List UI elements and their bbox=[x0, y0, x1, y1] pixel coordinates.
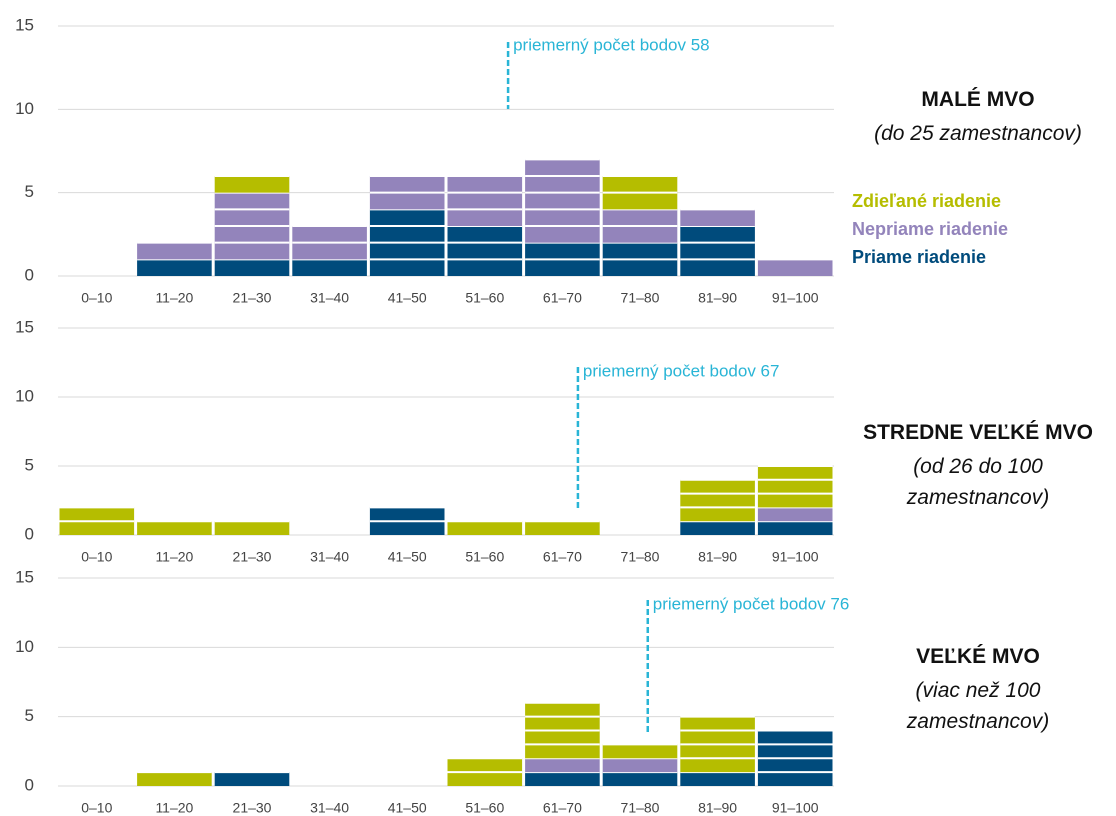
x-tick-label: 31–40 bbox=[310, 800, 349, 816]
bar-segment bbox=[602, 758, 678, 773]
bar-segment bbox=[137, 772, 212, 786]
legend-entry: Nepriame riadenie bbox=[852, 219, 1008, 239]
bar-segment bbox=[447, 176, 523, 226]
side-label: VEĽKÉ MVO (viac než 100 zamestnancov) bbox=[840, 645, 1116, 737]
bar-segment bbox=[525, 772, 600, 786]
chart-subtitle: (od 26 do 100 zamestnancov) bbox=[906, 455, 1050, 509]
chart-subtitle: (viac než 100 zamestnancov) bbox=[906, 679, 1050, 733]
y-tick-label: 10 bbox=[15, 99, 34, 118]
bar-segment bbox=[447, 521, 523, 535]
bar-segment bbox=[292, 259, 367, 276]
x-tick-label: 61–70 bbox=[543, 800, 582, 816]
y-tick-label: 0 bbox=[25, 775, 34, 794]
x-tick-label: 91–100 bbox=[772, 549, 819, 565]
bar-segment bbox=[137, 259, 212, 276]
x-tick-label: 71–80 bbox=[621, 549, 660, 565]
bar-segment bbox=[757, 259, 833, 276]
x-tick-label: 51–60 bbox=[465, 800, 504, 816]
y-tick-label: 5 bbox=[25, 182, 34, 201]
x-tick-label: 21–30 bbox=[233, 290, 272, 306]
chart-title: MALÉ MVO bbox=[921, 88, 1035, 111]
chart: 0 5 10 15 0–10 11–20 21–30 31–40 41–50 51–60 61–70… bbox=[15, 567, 849, 815]
bar-segment bbox=[757, 507, 833, 522]
x-tick-label: 51–60 bbox=[465, 549, 504, 565]
y-tick-label: 10 bbox=[15, 386, 34, 405]
chart-title: VEĽKÉ MVO bbox=[916, 645, 1040, 668]
chart: 0 5 10 15 0–10 11–20 21–30 31–40 41–50 51–60 61–70… bbox=[15, 317, 834, 565]
y-tick-label: 15 bbox=[15, 317, 34, 336]
x-tick-label: 0–10 bbox=[81, 290, 112, 306]
x-tick-label: 81–90 bbox=[698, 800, 737, 816]
x-tick-label: 0–10 bbox=[81, 549, 112, 565]
bar-segment bbox=[602, 744, 678, 759]
x-tick-label: 91–100 bbox=[772, 800, 819, 816]
bar-segment bbox=[525, 159, 600, 243]
mean-label: priemerný počet bodov 67 bbox=[583, 361, 780, 380]
mean-label: priemerný počet bodov 76 bbox=[653, 594, 850, 613]
bar-segment bbox=[447, 226, 523, 276]
x-tick-label: 31–40 bbox=[310, 549, 349, 565]
x-tick-label: 61–70 bbox=[543, 290, 582, 306]
bar-segment bbox=[525, 521, 600, 535]
bar-segment bbox=[680, 772, 755, 786]
y-tick-label: 5 bbox=[25, 455, 34, 474]
mean-label: priemerný počet bodov 58 bbox=[513, 35, 710, 54]
bar-segment bbox=[602, 772, 678, 786]
x-tick-label: 11–20 bbox=[155, 549, 193, 565]
y-tick-label: 0 bbox=[25, 524, 34, 543]
bar-segment bbox=[680, 209, 755, 226]
bar-segment bbox=[680, 521, 755, 535]
chart: 0 5 10 15 0–10 11–20 21–30 31–40 41–50 51–60 61–70… bbox=[15, 15, 1008, 305]
bar-segment bbox=[680, 226, 755, 276]
side-label: MALÉ MVO (do 25 zamestnancov) bbox=[840, 88, 1116, 149]
x-tick-label: 81–90 bbox=[698, 549, 737, 565]
bar-segment bbox=[137, 242, 212, 260]
x-tick-label: 41–50 bbox=[388, 800, 427, 816]
x-tick-label: 11–20 bbox=[155, 800, 193, 816]
y-tick-label: 15 bbox=[15, 15, 34, 34]
x-tick-label: 71–80 bbox=[621, 800, 660, 816]
bar-segment bbox=[214, 521, 290, 535]
bar-segment bbox=[680, 479, 755, 522]
legend-entry: Zdieľané riadenie bbox=[852, 191, 1001, 211]
x-tick-label: 71–80 bbox=[621, 290, 660, 306]
y-tick-label: 0 bbox=[25, 265, 34, 284]
x-tick-label: 31–40 bbox=[310, 290, 349, 306]
x-tick-label: 0–10 bbox=[81, 800, 112, 816]
x-tick-label: 41–50 bbox=[388, 290, 427, 306]
bar-segment bbox=[757, 466, 833, 508]
chart-title: STREDNE VEĽKÉ MVO bbox=[863, 421, 1093, 444]
side-label: STREDNE VEĽKÉ MVO (od 26 do 100 zamestnan… bbox=[840, 421, 1116, 513]
x-tick-label: 51–60 bbox=[465, 290, 504, 306]
bar-segment bbox=[214, 772, 290, 786]
bar-segment bbox=[137, 521, 212, 535]
bar-segment bbox=[214, 176, 290, 193]
x-tick-label: 11–20 bbox=[155, 290, 193, 306]
legend-entry: Priame riadenie bbox=[852, 247, 986, 267]
x-tick-label: 41–50 bbox=[388, 549, 427, 565]
x-tick-label: 91–100 bbox=[772, 290, 819, 306]
x-tick-label: 21–30 bbox=[233, 549, 272, 565]
x-tick-label: 61–70 bbox=[543, 549, 582, 565]
bar-segment bbox=[214, 259, 290, 276]
bar-segment bbox=[757, 521, 833, 535]
chart-subtitle: (do 25 zamestnancov) bbox=[874, 122, 1082, 145]
bar-segment bbox=[525, 758, 600, 773]
y-tick-label: 10 bbox=[15, 637, 34, 656]
x-tick-label: 21–30 bbox=[233, 800, 272, 816]
x-tick-label: 81–90 bbox=[698, 290, 737, 306]
y-tick-label: 15 bbox=[15, 567, 34, 586]
y-tick-label: 5 bbox=[25, 706, 34, 725]
